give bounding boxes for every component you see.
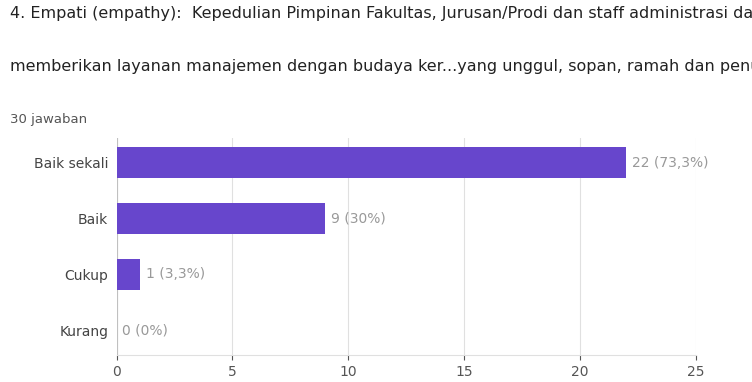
Text: 9 (30%): 9 (30%) (331, 212, 386, 225)
Text: 4. Empati (empathy):  Kepedulian Pimpinan Fakultas, Jurusan/Prodi dan staff admi: 4. Empati (empathy): Kepedulian Pimpinan… (10, 6, 752, 21)
Text: 0 (0%): 0 (0%) (123, 323, 168, 337)
Bar (117, 147, 626, 178)
Text: 1 (3,3%): 1 (3,3%) (146, 267, 205, 281)
Bar (117, 203, 325, 234)
Text: 30 jawaban: 30 jawaban (10, 113, 87, 126)
Text: 22 (73,3%): 22 (73,3%) (632, 156, 708, 170)
Bar (117, 259, 140, 290)
Text: memberikan layanan manajemen dengan budaya ker...yang unggul, sopan, ramah dan p: memberikan layanan manajemen dengan buda… (10, 59, 752, 74)
